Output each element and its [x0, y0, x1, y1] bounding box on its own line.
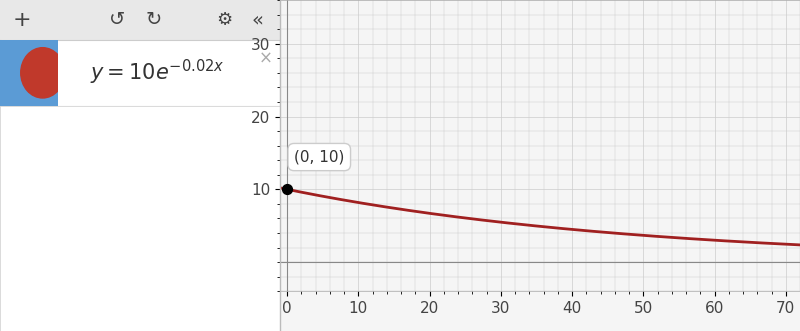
Text: (0, 10): (0, 10) [294, 150, 345, 165]
Text: 1: 1 [12, 48, 18, 58]
Text: ×: × [259, 50, 273, 68]
Text: «: « [252, 10, 264, 29]
Text: ↻: ↻ [146, 10, 162, 29]
Text: +: + [13, 10, 32, 30]
Text: ↺: ↺ [110, 10, 126, 29]
Text: $y = 10e^{-0.02x}$: $y = 10e^{-0.02x}$ [90, 58, 224, 87]
Circle shape [21, 48, 65, 98]
Point [281, 187, 294, 192]
Text: ⚙: ⚙ [216, 11, 232, 29]
